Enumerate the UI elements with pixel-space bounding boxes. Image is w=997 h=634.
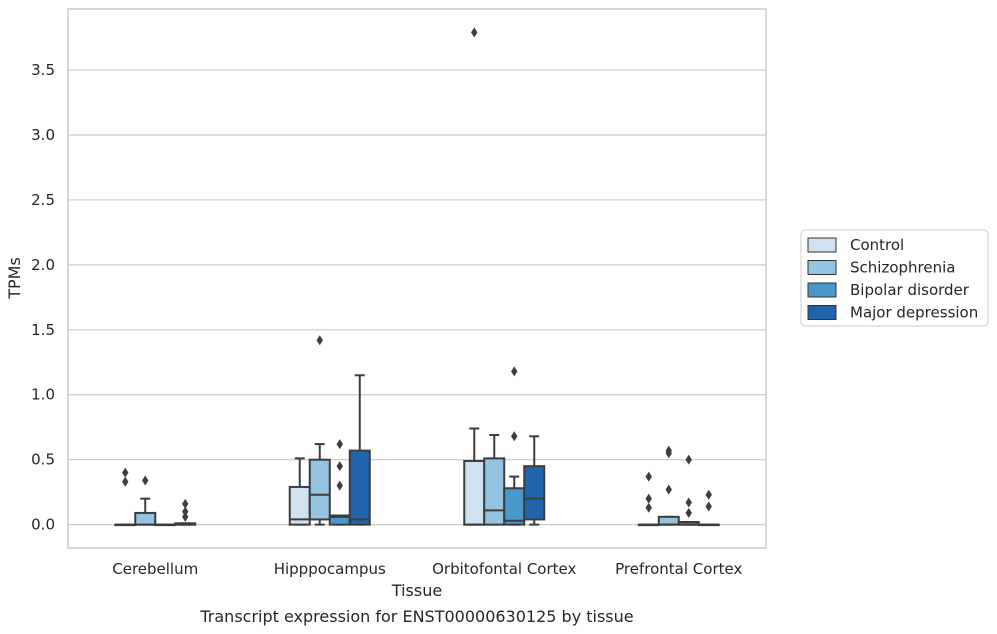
box-body bbox=[483, 457, 506, 526]
outlier-point bbox=[142, 475, 149, 486]
outlier-point bbox=[665, 484, 672, 495]
outlier-point bbox=[705, 501, 712, 512]
box-body bbox=[348, 449, 371, 526]
box-body bbox=[463, 459, 486, 526]
box-2-3 bbox=[523, 435, 546, 526]
outlier-point bbox=[182, 506, 189, 517]
outlier-point bbox=[182, 498, 189, 509]
y-tick-label: 3.0 bbox=[31, 126, 55, 144]
x-tick-label: Hipppocampus bbox=[274, 560, 386, 578]
outlier-point bbox=[471, 27, 478, 38]
outlier-point bbox=[665, 445, 672, 456]
x-tick-label: Cerebellum bbox=[112, 560, 198, 578]
outlier-point bbox=[511, 431, 518, 442]
outlier-point bbox=[685, 454, 692, 465]
outlier-point bbox=[685, 497, 692, 508]
box-1-1 bbox=[308, 335, 331, 526]
x-axis-title: Tissue bbox=[391, 581, 442, 600]
y-tick-label: 2.5 bbox=[31, 191, 55, 209]
x-tick-label: Prefrontal Cortex bbox=[615, 560, 742, 578]
box-groups bbox=[114, 27, 720, 527]
box-2-1 bbox=[483, 434, 506, 526]
legend-label: Major depression bbox=[850, 304, 978, 322]
y-tick-label: 1.5 bbox=[31, 321, 55, 339]
outlier-point bbox=[511, 366, 518, 377]
legend: Control Schizophrenia Bipolar disorder Majo… bbox=[800, 229, 989, 327]
legend-swatch bbox=[807, 237, 837, 253]
outlier-point bbox=[122, 467, 129, 478]
box-1-3 bbox=[348, 374, 371, 526]
outlier-point bbox=[685, 507, 692, 518]
plot-frame bbox=[67, 8, 767, 549]
outlier-point bbox=[316, 335, 323, 346]
box-3-2 bbox=[677, 454, 700, 526]
box-3-0 bbox=[637, 471, 660, 527]
box-body bbox=[134, 511, 157, 526]
chart-caption: Transcript expression for ENST0000063012… bbox=[199, 607, 633, 626]
box-2-0 bbox=[463, 27, 486, 526]
outlier-point bbox=[336, 461, 343, 472]
x-tick-label: Orbitofontal Cortex bbox=[432, 560, 576, 578]
outlier-point bbox=[645, 502, 652, 513]
y-tick-label: 3.5 bbox=[31, 61, 55, 79]
box-body bbox=[523, 465, 546, 521]
outlier-point bbox=[645, 493, 652, 504]
outlier-point bbox=[705, 489, 712, 500]
legend-frame bbox=[800, 229, 989, 327]
legend-swatch bbox=[807, 282, 837, 298]
legend-label: Bipolar disorder bbox=[850, 281, 970, 299]
box-0-1 bbox=[134, 475, 157, 526]
y-tick-label: 0.0 bbox=[31, 516, 55, 534]
box-0-2 bbox=[154, 523, 177, 527]
legend-swatch bbox=[807, 305, 837, 320]
box-body bbox=[308, 458, 331, 521]
outlier-point bbox=[122, 476, 129, 487]
x-tick-labels: Cerebellum Hipppocampus Orbitofontal Corte… bbox=[112, 560, 742, 578]
box-0-3 bbox=[174, 498, 197, 526]
outlier-point bbox=[645, 471, 652, 482]
legend-swatch bbox=[807, 260, 837, 275]
box-body bbox=[657, 515, 680, 526]
legend-label: Control bbox=[850, 236, 904, 254]
y-tick-label: 2.0 bbox=[31, 256, 55, 274]
box-3-1 bbox=[657, 445, 680, 526]
outlier-point bbox=[336, 439, 343, 450]
y-axis-title: TPMs bbox=[5, 257, 24, 300]
y-tick-labels: 0.0 0.5 1.0 1.5 2.0 2.5 3.0 3.5 bbox=[31, 61, 55, 534]
legend-label: Schizophrenia bbox=[850, 259, 955, 277]
box-3-3 bbox=[697, 489, 720, 527]
box-body bbox=[503, 487, 526, 526]
y-tick-label: 0.5 bbox=[31, 451, 55, 469]
outlier-point bbox=[182, 511, 189, 522]
outlier-point bbox=[336, 480, 343, 491]
y-tick-label: 1.0 bbox=[31, 386, 55, 404]
